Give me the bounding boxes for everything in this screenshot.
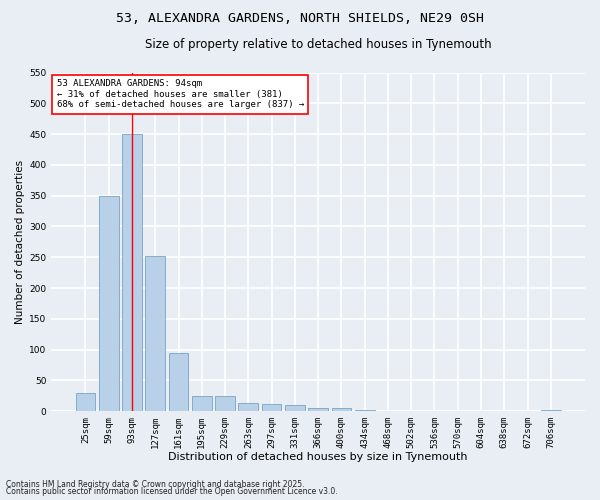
Bar bbox=[169, 352, 188, 411]
Bar bbox=[308, 408, 328, 411]
Text: Contains HM Land Registry data © Crown copyright and database right 2025.: Contains HM Land Registry data © Crown c… bbox=[6, 480, 305, 489]
Y-axis label: Number of detached properties: Number of detached properties bbox=[15, 160, 25, 324]
Bar bbox=[285, 405, 305, 411]
Bar bbox=[215, 396, 235, 411]
Bar bbox=[99, 196, 119, 411]
Bar bbox=[541, 410, 561, 411]
Bar bbox=[332, 408, 352, 411]
Text: Contains public sector information licensed under the Open Government Licence v3: Contains public sector information licen… bbox=[6, 488, 338, 496]
Bar bbox=[262, 404, 281, 411]
X-axis label: Distribution of detached houses by size in Tynemouth: Distribution of detached houses by size … bbox=[169, 452, 468, 462]
Title: Size of property relative to detached houses in Tynemouth: Size of property relative to detached ho… bbox=[145, 38, 491, 51]
Bar bbox=[238, 402, 258, 411]
Bar bbox=[192, 396, 212, 411]
Bar bbox=[122, 134, 142, 411]
Text: 53, ALEXANDRA GARDENS, NORTH SHIELDS, NE29 0SH: 53, ALEXANDRA GARDENS, NORTH SHIELDS, NE… bbox=[116, 12, 484, 26]
Bar bbox=[76, 392, 95, 411]
Text: 53 ALEXANDRA GARDENS: 94sqm
← 31% of detached houses are smaller (381)
68% of se: 53 ALEXANDRA GARDENS: 94sqm ← 31% of det… bbox=[56, 80, 304, 109]
Bar bbox=[355, 410, 374, 411]
Bar bbox=[145, 256, 165, 411]
